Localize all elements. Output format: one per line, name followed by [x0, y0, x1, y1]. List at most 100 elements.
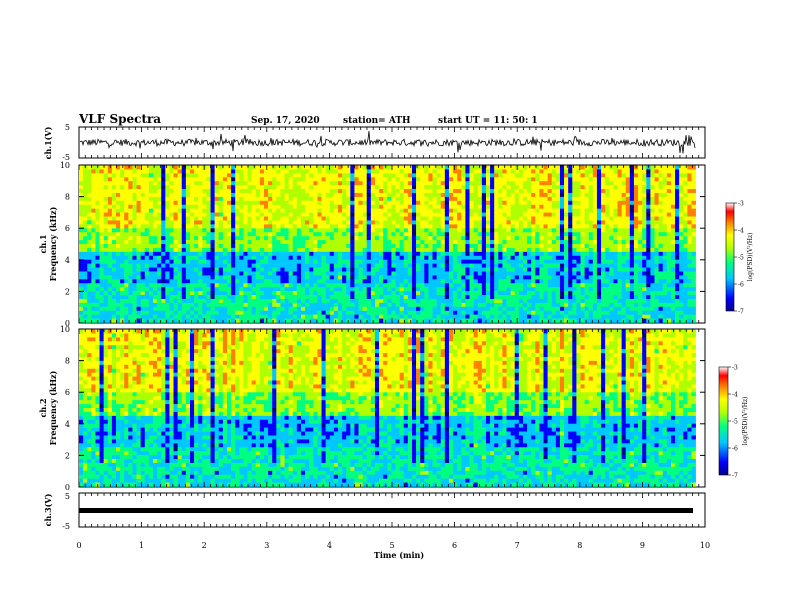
- spectrogram-cell: [116, 181, 121, 186]
- spectrogram-cell: [572, 295, 577, 300]
- spectrogram-cell: [132, 228, 137, 233]
- spectrogram-cell: [157, 177, 162, 182]
- spectrogram-cell: [198, 165, 203, 170]
- spectrogram-cell: [535, 310, 540, 315]
- spectrogram-cell: [370, 181, 376, 186]
- spectrogram-cell: [95, 196, 100, 202]
- spectrogram-cell: [370, 196, 376, 202]
- spectrogram-cell: [477, 283, 483, 288]
- spectrogram-cell: [535, 298, 540, 304]
- spectrogram-cell: [403, 283, 409, 288]
- spectrogram-cell: [313, 318, 318, 323]
- spectrogram-cell: [342, 196, 347, 202]
- spectrogram-cell: [383, 228, 388, 233]
- spectrogram-cell: [342, 306, 347, 312]
- spectrogram-cell: [165, 212, 170, 217]
- spectrogram-cell: [370, 295, 376, 300]
- spectrogram-cell: [128, 302, 133, 308]
- spectrogram-cell: [165, 185, 170, 190]
- spectrogram-cell: [325, 310, 331, 315]
- spectrogram-cell: [305, 244, 310, 249]
- spectrogram-cell: [87, 318, 92, 323]
- spectrogram-cell: [165, 318, 170, 323]
- spectrogram-cell: [572, 204, 577, 209]
- spectrogram-cell: [202, 224, 207, 229]
- spectrogram-cell: [288, 173, 294, 178]
- spectrogram-cell: [399, 271, 405, 276]
- spectrogram-cell: [518, 302, 524, 308]
- spectrogram-cell: [539, 208, 544, 213]
- spectrogram-cell: [202, 181, 207, 186]
- spectrogram-cell: [551, 232, 557, 237]
- spectrogram-cell: [580, 291, 585, 296]
- spectrogram-cell: [522, 185, 528, 190]
- spectrogram-cell: [559, 247, 565, 253]
- spectrogram-cell: [226, 283, 232, 288]
- spectrogram-cell: [284, 318, 289, 323]
- spectrogram-cell: [420, 244, 425, 249]
- spectrogram-cell: [202, 236, 207, 241]
- spectrogram-cell: [272, 204, 277, 209]
- spectrogram-cell: [165, 240, 170, 245]
- spectrogram-cell: [218, 220, 224, 225]
- spectrogram-cell: [399, 224, 405, 229]
- spectrogram-cell: [370, 240, 376, 245]
- spectrogram-cell: [152, 310, 158, 315]
- spectrogram-cell: [436, 314, 442, 319]
- spectrogram-cell: [268, 279, 273, 284]
- spectrogram-cell: [420, 189, 425, 194]
- spectrogram-cell: [333, 208, 339, 213]
- spectrogram-cell: [350, 271, 355, 276]
- spectrogram-cell: [572, 189, 577, 194]
- spectrogram-cell: [136, 275, 141, 280]
- spectrogram-cell: [214, 177, 220, 182]
- spectrogram-cell: [342, 255, 347, 260]
- spectrogram-cell: [124, 212, 129, 217]
- spectrogram-cell: [107, 314, 113, 319]
- spectrogram-cell: [202, 185, 207, 190]
- spectrogram-cell: [444, 192, 450, 198]
- spectrogram-cell: [280, 287, 285, 292]
- spectrogram-cell: [333, 259, 339, 264]
- spectrogram-cell: [177, 240, 183, 245]
- spectrogram-cell: [510, 228, 516, 233]
- spectrogram-cell: [83, 244, 88, 249]
- spectrogram-cell: [440, 306, 446, 312]
- spectrogram-cell: [231, 291, 236, 296]
- spectrogram-cell: [235, 259, 240, 264]
- spectrogram-cell: [194, 224, 199, 229]
- spectrogram-cell: [268, 189, 273, 194]
- spectrogram-cell: [111, 247, 117, 253]
- spectrogram-cell: [226, 259, 232, 264]
- spectrogram-cell: [140, 295, 146, 300]
- spectrogram-cell: [387, 267, 392, 272]
- spectrogram-cell: [387, 310, 392, 315]
- spectrogram-cell: [103, 232, 109, 237]
- spectrogram-cell: [292, 291, 298, 296]
- spectrogram-cell: [547, 240, 553, 245]
- spectrogram-cell: [305, 263, 310, 268]
- spectrogram-cell: [477, 185, 483, 190]
- spectrogram-cell: [362, 287, 368, 292]
- spectrogram-cell: [300, 200, 306, 206]
- spectrogram-cell: [185, 189, 191, 194]
- spectrogram-cell: [276, 267, 281, 272]
- spectrogram-cell: [444, 275, 450, 280]
- spectrogram-cell: [214, 267, 220, 272]
- spectrogram-cell: [300, 310, 306, 315]
- spectrogram-cell: [317, 208, 322, 213]
- spectrogram-cell: [99, 283, 104, 288]
- spectrogram-cell: [218, 279, 224, 284]
- spectrogram-cell: [428, 287, 433, 292]
- start-time-label: start UT = 11: 50: 1: [438, 116, 538, 126]
- spectrogram-cell: [268, 291, 273, 296]
- spectrogram-cell: [128, 224, 133, 229]
- spectrogram-cell: [568, 200, 573, 206]
- spectrogram-cell: [366, 314, 372, 319]
- spectrogram-cell: [144, 310, 150, 315]
- spectrogram-cell: [280, 185, 285, 190]
- spectrogram-cell: [136, 251, 141, 257]
- spectrogram-cell: [383, 275, 388, 280]
- spectrogram-cell: [288, 240, 294, 245]
- spectrogram-cell: [354, 283, 359, 288]
